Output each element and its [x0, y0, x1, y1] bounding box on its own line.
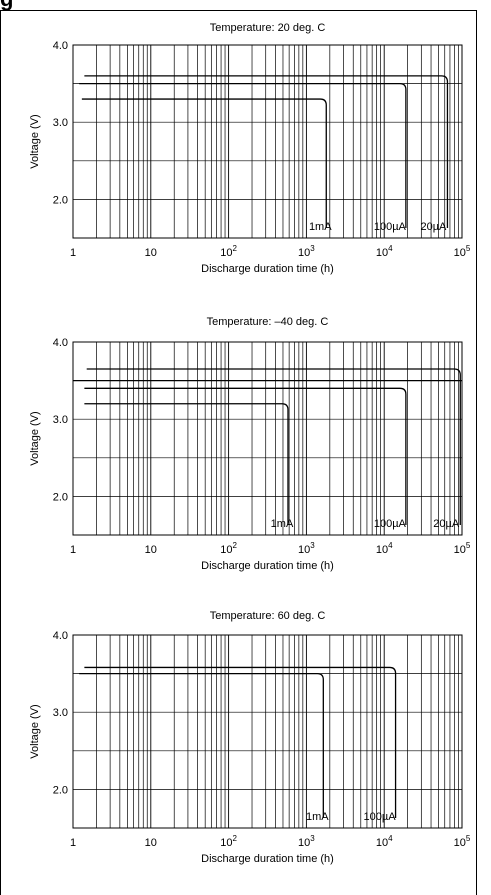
- series-line-20ua: [86, 368, 461, 525]
- x-tick-label: 105: [454, 541, 471, 556]
- x-tick-label: 10: [145, 247, 157, 259]
- series-label-100ua: 100µA: [374, 518, 407, 530]
- x-axis-label: Discharge duration time (h): [201, 560, 334, 572]
- x-tick-label: 10: [145, 837, 157, 849]
- series-label-1ma: 1mA: [309, 221, 332, 233]
- x-axis-label: Discharge duration time (h): [201, 263, 334, 275]
- chart-title: Temperature: 20 deg. C: [210, 22, 326, 34]
- chart-title: Temperature: –40 deg. C: [207, 316, 329, 328]
- series-line-1ma: [84, 403, 289, 525]
- plot-frame: [72, 634, 463, 829]
- plot-frame: [72, 341, 463, 536]
- series-label-100ua: 100µA: [374, 221, 407, 233]
- x-tick-label: 104: [376, 244, 393, 259]
- y-tick-label: 3.0: [53, 414, 68, 426]
- series-line-100ua: [84, 666, 397, 818]
- chart-1: Temperature: 20 deg. C 2.0 3.0 4.0 1 10 102 103…: [29, 22, 471, 275]
- x-tick-label: 104: [376, 834, 393, 849]
- y-tick-label: 2.0: [53, 491, 68, 503]
- chart-3: Temperature: 60 deg. C 2.0 3.0 4.0 1 10 102 103…: [29, 610, 471, 865]
- y-tick-label: 4.0: [53, 630, 68, 642]
- y-tick-label: 2.0: [53, 194, 68, 206]
- chart-panel: [0, 10, 477, 895]
- series-label-100ua: 100µA: [364, 811, 397, 823]
- x-tick-label: 102: [220, 541, 237, 556]
- y-tick-label: 3.0: [53, 117, 68, 129]
- x-tick-label: 1: [70, 837, 76, 849]
- x-tick-label: 103: [298, 834, 315, 849]
- series-label-1ma: 1mA: [271, 518, 294, 530]
- series-line-100ua: [84, 387, 407, 525]
- x-tick-label: 105: [454, 834, 471, 849]
- series-label-20ua: 20µA: [420, 221, 447, 233]
- page-title: g: [0, 0, 13, 12]
- x-tick-label: 103: [298, 541, 315, 556]
- y-axis-label: Voltage (V): [29, 411, 41, 465]
- y-tick-label: 2.0: [53, 784, 68, 796]
- y-tick-label: 3.0: [53, 707, 68, 719]
- x-tick-label: 1: [70, 544, 76, 556]
- series-line-100ua: [79, 82, 407, 228]
- x-tick-label: 102: [220, 834, 237, 849]
- series-line-1ma: [81, 98, 327, 228]
- y-axis-label: Voltage (V): [29, 704, 41, 758]
- x-tick-label: 102: [220, 244, 237, 259]
- x-tick-label: 103: [298, 244, 315, 259]
- x-tick-label: 1: [70, 247, 76, 259]
- series-label-20ua: 20µA: [433, 518, 460, 530]
- x-axis-label: Discharge duration time (h): [201, 853, 334, 865]
- series-line-1ma: [79, 672, 324, 818]
- x-tick-label: 105: [454, 244, 471, 259]
- series-line-20ua: [84, 75, 449, 228]
- y-tick-label: 4.0: [53, 337, 68, 349]
- x-tick-label: 10: [145, 544, 157, 556]
- y-tick-label: 4.0: [53, 40, 68, 52]
- series-label-1ma: 1mA: [306, 811, 329, 823]
- plot-frame: [72, 44, 463, 239]
- x-tick-label: 104: [376, 541, 393, 556]
- chart-2: Temperature: –40 deg. C 2.0 3.0 4.0 1 10 102 10…: [29, 316, 471, 572]
- y-axis-label: Voltage (V): [29, 114, 41, 168]
- chart-title: Temperature: 60 deg. C: [210, 610, 326, 622]
